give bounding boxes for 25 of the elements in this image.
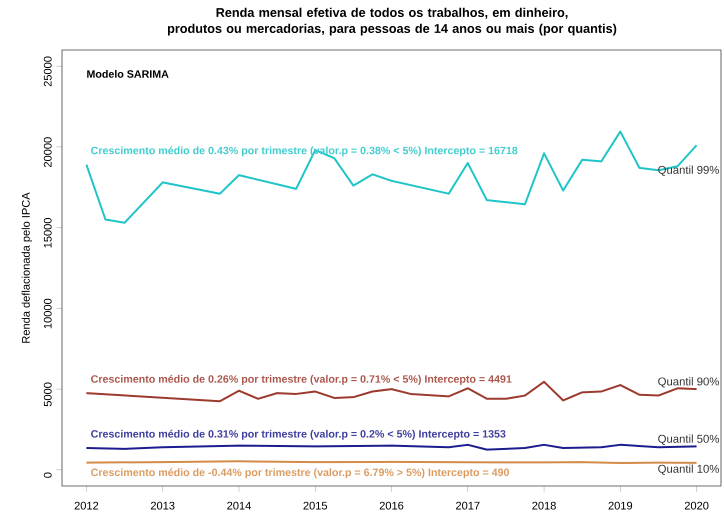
annotation: Crescimento médio de 0.26% por trimestre (valor.p = 0.71% < 5%) Intercepto = 4491 <box>91 374 512 385</box>
y-tick-label: 20000 <box>44 137 52 168</box>
y-tick-label: 5000 <box>44 382 52 406</box>
x-tick-label: 2012 <box>74 502 98 510</box>
y-tick-label: 10000 <box>44 298 52 328</box>
x-tick-label: 2018 <box>532 502 556 510</box>
x-tick-label: 2016 <box>380 502 404 510</box>
x-tick-label: 2015 <box>303 502 328 510</box>
series-label: Quantil 99% <box>658 166 719 176</box>
y-tick-label: 15000 <box>44 218 52 248</box>
x-tick-label: 2014 <box>227 502 251 510</box>
x-tick-label: 2017 <box>456 502 480 510</box>
annotation: Crescimento médio de -0.44% por trimestre (valor.p = 6.79% > 5%) Intercepto = 490 <box>91 468 510 478</box>
y-tick-label: 0 <box>44 472 52 478</box>
annotation: Crescimento médio de 0.31% por trimestre (valor.p = 0.2% < 5%) Intercepto = 1353 <box>91 430 506 440</box>
y-axis-title: Renda deflacionada pelo IPCA <box>22 192 32 343</box>
annotation: Modelo SARIMA <box>87 70 169 78</box>
x-tick-label: 2019 <box>608 502 632 510</box>
chart-title: Renda mensal efetiva de todos os trabalhos, em dinheiro, produtos ou mercadorias, para pessoas de 14 anos ou mais (por quantis) <box>168 8 616 36</box>
series-label: Quantil 10% <box>658 464 719 475</box>
x-tick-label: 2020 <box>684 502 708 510</box>
series-label: Quantil 50% <box>658 434 719 445</box>
y-tick-label: 25000 <box>44 56 52 86</box>
x-tick-label: 2013 <box>150 502 175 510</box>
series-label: Quantil 90% <box>658 377 719 388</box>
